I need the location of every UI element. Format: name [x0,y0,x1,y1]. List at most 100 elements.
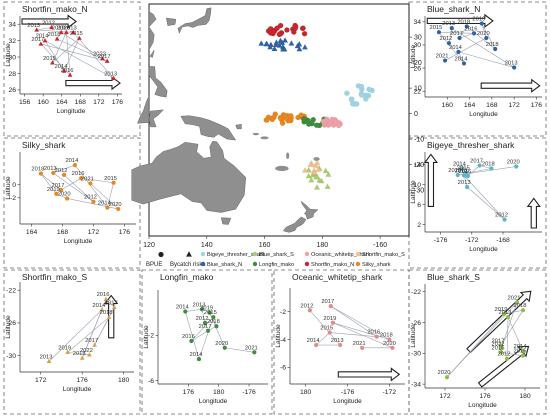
y-tick-label: -2 [280,309,286,316]
data-point [460,166,465,171]
year-label: 2018 [380,332,393,338]
map-y-tick-label: 30 [414,35,422,42]
map-x-tick-label: 180 [316,242,328,249]
year-label: 2013 [442,21,455,27]
data-point [105,205,110,210]
map-cluster-point [314,159,321,166]
data-point [207,310,212,315]
data-point [461,173,467,178]
data-point [390,345,395,350]
y-tick-label: 0 [12,182,16,189]
track-segment [315,332,330,346]
year-label: 2012 [440,36,453,42]
year-label: 2017 [105,300,118,306]
x-axis-label: Longitude [469,111,498,118]
x-axis-label: Longitude [199,398,228,405]
x-tick-label: 176 [77,377,89,384]
data-point [34,27,40,32]
track-segment [500,352,524,356]
year-label: 2016 [72,171,85,177]
track-segment [224,347,255,353]
map-cluster-point [329,116,335,123]
y-axis-label: Latitude [143,325,150,349]
year-label: 2012 [196,316,209,322]
data-point [465,184,470,190]
trend-arrow [337,367,401,382]
map-cluster-point [271,45,278,52]
track-segment [438,31,475,34]
panel-title: Shortfin_mako_N [22,4,88,14]
panel-bigeye: Bigeye_thresher_shark -176 -172 -168 2 6 10 14 L… [408,137,547,269]
data-point [471,31,477,36]
y-tick-label: 30 [413,42,421,49]
data-point [111,180,116,185]
map-cluster-point [276,42,283,48]
data-point [205,328,211,333]
map-cluster-point [300,25,306,31]
year-label: 2017 [321,299,334,305]
y-axis-label: Latitude [5,176,12,200]
track-segment [61,32,103,59]
x-tick-label: 176 [119,229,131,236]
map-cluster-point [344,90,350,96]
legend-item-label: Blue_shark_N [207,262,242,268]
y-tick-label: -34 [411,381,421,388]
central-map: 120 140 160 180 -160 30 20 10 0 -10 -20 -30 [131,3,424,249]
data-point [461,61,467,66]
year-label: 2019 [52,25,65,31]
year-label: 2019 [323,316,336,322]
year-label: 2016 [182,334,195,340]
x-tick-label: 176 [531,102,543,109]
y-tick-label: -30 [411,351,421,358]
australia-land [131,140,247,213]
trend-arrow [477,345,530,388]
x-tick-label: 168 [486,102,498,109]
data-point [444,375,450,380]
map-cluster-point [308,176,315,183]
map-cluster-point [307,161,314,168]
year-label: 2013 [104,71,117,77]
track-segment [438,32,465,64]
track-segment [52,32,67,63]
island-land [313,157,320,161]
map-cluster-point [277,114,284,121]
year-label: 2015 [73,351,86,357]
year-label: 2019 [47,187,60,193]
x-tick-label: 164 [56,99,68,106]
year-label: 2022 [492,342,505,348]
map-cluster-point [313,173,320,180]
year-label: 2013 [193,302,206,308]
panel-title: Silky_shark [22,140,66,150]
year-label: 2020 [383,341,396,347]
year-label: 2017 [98,54,111,60]
year-label: 2014 [453,162,467,168]
y-axis-label: Latitude [275,324,282,348]
y-tick-label: 34 [8,22,16,29]
year-label: 2019 [495,307,508,313]
data-point [49,24,54,30]
data-point [328,303,333,309]
trend-arrow [65,75,121,91]
map-x-tick-label: 120 [143,242,155,249]
data-point [514,300,520,305]
panel-frame [3,1,141,137]
year-label: 2014 [307,338,321,344]
data-point [38,41,44,46]
legend-item-label: Longfin_mako [259,262,294,268]
x-tick-label: 176 [479,393,491,400]
tasmania-land [220,217,232,225]
map-cluster-point [294,42,301,49]
data-point [512,65,517,70]
x-tick-label: 172 [508,102,520,109]
data-point [449,26,454,31]
year-label: 2015 [43,56,56,62]
legend-bycatch-label: Bycatch risks [170,262,205,268]
year-label: 2013 [44,166,57,172]
trend-arrow [426,13,494,28]
data-point [436,30,442,35]
data-point [199,307,205,312]
map-cluster-point [315,166,322,172]
map-cluster-point [288,40,295,46]
data-point [202,320,208,325]
data-point [54,36,60,41]
